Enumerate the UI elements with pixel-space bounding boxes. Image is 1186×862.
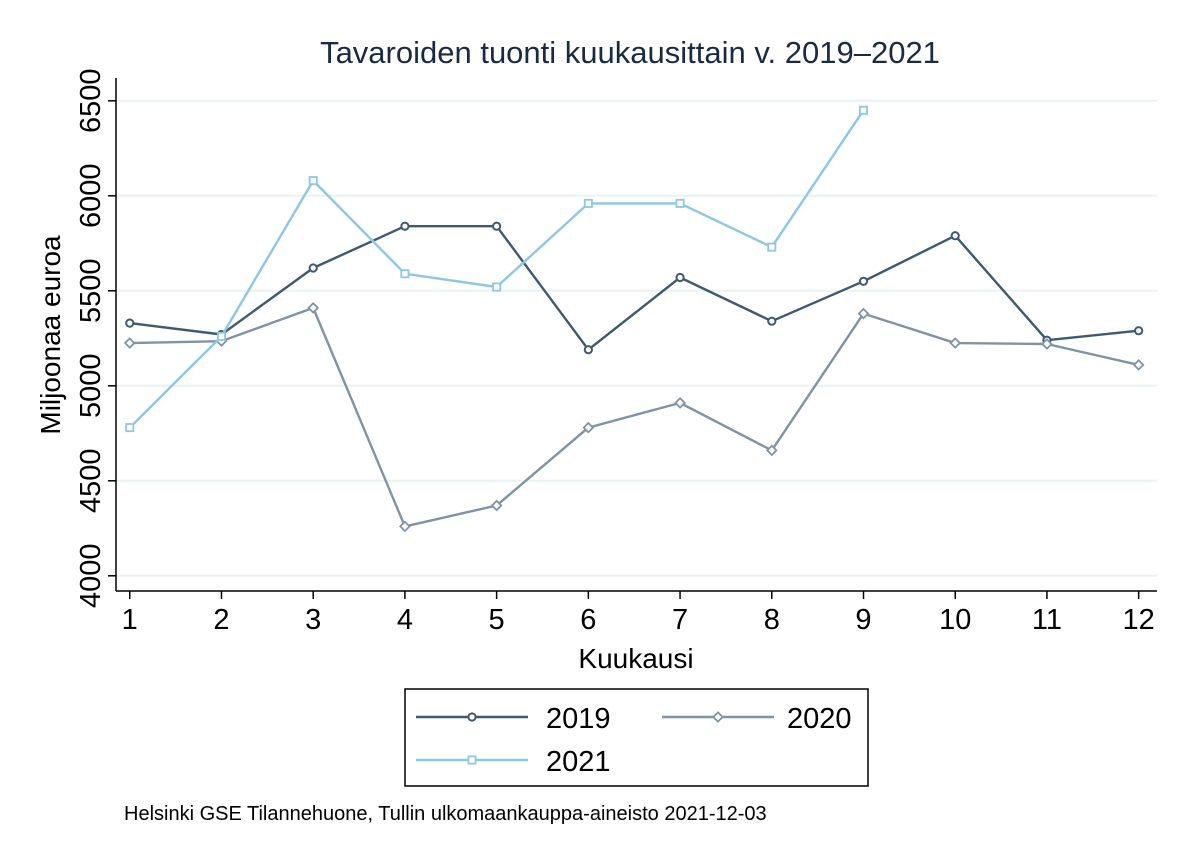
y-tick-label-6000: 6000: [75, 164, 107, 229]
data-point-2021-6: [583, 198, 593, 208]
y-tick-label-5000: 5000: [75, 354, 107, 419]
data-point-2019-1: [125, 318, 135, 328]
data-point-2020-12: [1132, 359, 1145, 371]
x-axis-label: Kuukausi: [578, 643, 693, 674]
legend-label-2021: 2021: [546, 746, 611, 778]
series-group: [123, 105, 1145, 533]
data-point-2020-6: [582, 421, 595, 434]
data-point-2021-1: [125, 423, 135, 433]
series-2020: [123, 302, 1145, 533]
data-point-2021-7: [675, 198, 685, 208]
data-point-2019-4: [400, 221, 410, 231]
y-tick-label-6500: 6500: [75, 69, 107, 134]
data-point-2021-4: [400, 269, 410, 279]
x-tick-label-10: 10: [939, 604, 971, 636]
x-tick-label-9: 9: [855, 604, 871, 636]
x-tick-label-11: 11: [1032, 604, 1062, 636]
data-point-2020-3: [307, 302, 320, 314]
x-tick-label-12: 12: [1123, 604, 1155, 636]
x-ticks: 1 2 3 4 5 6 7 8 9 10 11 12: [122, 591, 1155, 636]
legend-label-2020: 2020: [787, 703, 852, 735]
chart-title: Tavaroiden tuonti kuukausittain v. 2019–…: [320, 35, 940, 70]
series-line-2019: [129, 224, 1139, 351]
data-point-2020-1: [123, 337, 136, 349]
legend: 2019 2020 2021: [404, 688, 869, 787]
x-tick-label-3: 3: [305, 604, 321, 636]
data-point-2019-8: [767, 316, 777, 326]
x-tick-label-6: 6: [580, 604, 596, 636]
data-point-2020-9: [857, 307, 870, 320]
series-2021: [125, 105, 869, 433]
x-tick-label-2: 2: [213, 604, 229, 636]
data-point-2019-3: [308, 263, 318, 273]
chart-caption: Helsinki GSE Tilannehuone, Tullin ulkoma…: [124, 803, 767, 825]
y-ticks: 4000 4500 5000 5500 6000 6500: [75, 69, 116, 609]
series-2019: [125, 221, 1144, 355]
legend-box: [404, 688, 869, 787]
data-point-2021-8: [767, 242, 777, 252]
legend-label-2019: 2019: [546, 703, 611, 735]
data-point-2021-5: [492, 282, 502, 292]
data-point-2020-10: [949, 337, 962, 349]
data-point-2019-5: [492, 221, 502, 231]
data-point-2020-5: [490, 499, 503, 512]
legend-marker-2019: [467, 712, 477, 722]
data-point-2020-7: [674, 397, 686, 409]
data-point-2019-10: [950, 231, 960, 241]
grid-lines: [116, 99, 1157, 577]
y-tick-label-4000: 4000: [75, 544, 107, 609]
data-point-2020-8: [765, 444, 778, 457]
x-tick-label-8: 8: [764, 604, 780, 636]
series-line-2021: [128, 109, 865, 429]
legend-marker-2021: [467, 755, 477, 765]
x-tick-label-7: 7: [672, 604, 688, 636]
series-line-2020: [129, 306, 1139, 528]
data-point-2019-12: [1134, 326, 1144, 336]
data-point-2021-2: [216, 331, 226, 341]
data-point-2019-7: [675, 272, 685, 283]
x-tick-label-4: 4: [397, 604, 413, 636]
data-point-2019-6: [583, 345, 593, 355]
data-point-2020-11: [1041, 338, 1053, 350]
data-point-2021-3: [308, 176, 318, 186]
y-tick-label-4500: 4500: [75, 449, 107, 514]
data-point-2021-9: [859, 105, 869, 115]
y-tick-label-5500: 5500: [75, 259, 107, 324]
legend-marker-2020: [712, 711, 724, 723]
data-point-2020-4: [399, 520, 411, 533]
axes: [115, 78, 1157, 592]
x-tick-label-1: 1: [122, 604, 138, 636]
y-axis-label: Miljoonaa euroa: [35, 235, 66, 435]
x-tick-label-5: 5: [489, 604, 505, 636]
data-point-2019-9: [858, 276, 869, 286]
